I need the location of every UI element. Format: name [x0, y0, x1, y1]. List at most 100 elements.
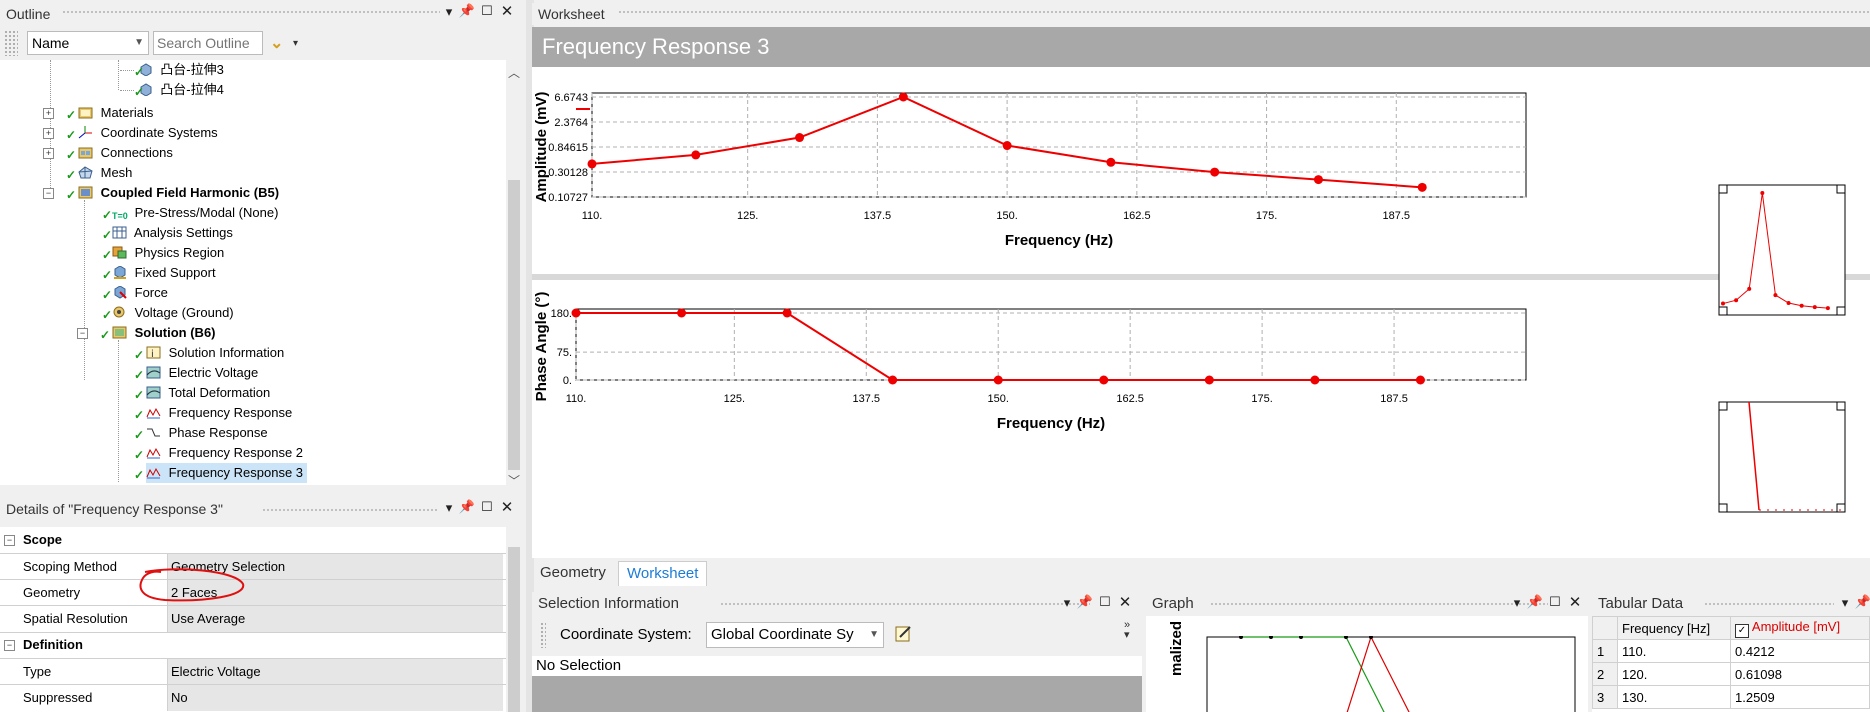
detail-row-type[interactable]: Type Electric Voltage [0, 658, 506, 685]
amplitude-cell[interactable]: 0.61098 [1730, 662, 1870, 686]
tree-item-analysis-settings[interactable]: Analysis Settings [112, 223, 233, 243]
check-box-icon[interactable]: ✓ [1735, 623, 1749, 638]
close-icon[interactable]: ✕ [500, 499, 514, 516]
collapse-icon[interactable]: − [77, 328, 88, 339]
scrollbar-thumb[interactable] [508, 547, 520, 712]
collapse-icon[interactable]: − [4, 535, 15, 546]
outline-grip[interactable] [62, 10, 440, 14]
tree-item-electric-voltage[interactable]: Electric Voltage [146, 363, 258, 383]
filter-dropdown-icon[interactable]: ▾ [293, 38, 299, 49]
tree-item-frequency-response[interactable]: Frequency Response [146, 403, 292, 423]
close-icon[interactable]: ✕ [500, 3, 514, 20]
collapse-icon[interactable]: − [4, 640, 15, 651]
tree-item-frequency-response-2[interactable]: Frequency Response 2 [146, 443, 303, 463]
pin-icon[interactable]: 📌 [458, 499, 476, 514]
toolbar-overflow-icon[interactable]: » ▾ [1124, 619, 1131, 641]
frequency-cell[interactable]: 120. [1617, 662, 1731, 686]
tree-item-boss-extrude-3[interactable]: 凸台-拉伸3 [120, 60, 224, 80]
expand-icon[interactable]: + [43, 108, 54, 119]
check-icon: ✓ [134, 348, 145, 362]
tree-item-physics-region[interactable]: Physics Region [112, 243, 224, 263]
expand-icon[interactable]: + [43, 148, 54, 159]
pin-icon[interactable]: 📌 [1076, 594, 1094, 609]
column-header-amplitude[interactable]: ✓ Amplitude [mV] [1730, 616, 1870, 640]
thumbnail-point [1786, 301, 1791, 306]
detail-value[interactable]: No [168, 685, 503, 711]
tab-geometry[interactable]: Geometry [532, 561, 614, 585]
tree-item-materials[interactable]: Materials [78, 103, 153, 123]
dropdown-arrow-icon[interactable]: ▾ [445, 4, 453, 19]
detail-value[interactable]: Use Average [168, 606, 503, 632]
tree-item-coordinate-systems[interactable]: Coordinate Systems [78, 123, 218, 143]
details-grip[interactable] [262, 508, 438, 512]
tab-worksheet[interactable]: Worksheet [618, 561, 708, 586]
selection-grip[interactable] [720, 602, 1090, 606]
frequency-cell[interactable]: 110. [1617, 639, 1731, 663]
tree-item-boss-extrude-4[interactable]: 凸台-拉伸4 [120, 80, 224, 100]
maximize-icon[interactable]: ☐ [1099, 594, 1111, 609]
table-row[interactable]: 3 130. 1.2509 [1592, 685, 1870, 709]
expand-icon[interactable]: + [43, 128, 54, 139]
pin-icon[interactable]: 📌 [1854, 594, 1870, 609]
details-scrollbar[interactable] [506, 527, 522, 712]
detail-row-suppressed[interactable]: Suppressed No [0, 684, 506, 711]
filter-chevron-icon[interactable]: ⌄ [270, 35, 284, 52]
detail-value[interactable]: Geometry Selection [168, 554, 503, 580]
scrollbar-thumb[interactable] [508, 180, 520, 470]
analysis-icon [78, 185, 93, 199]
name-filter-select[interactable]: Name ▼ [27, 31, 149, 55]
tree-item-force[interactable]: Force [112, 283, 168, 303]
close-icon[interactable]: ✕ [1118, 594, 1132, 611]
column-header-frequency[interactable]: Frequency [Hz] [1617, 616, 1731, 640]
maximize-icon[interactable]: ☐ [481, 3, 493, 18]
details-grid: − Scope Scoping Method Geometry Selectio… [0, 527, 506, 712]
splitter[interactable] [526, 0, 534, 712]
table-row[interactable]: 2 120. 0.61098 [1592, 662, 1870, 686]
detail-value[interactable]: 2 Faces [168, 580, 503, 606]
frequency-cell[interactable]: 130. [1617, 685, 1731, 709]
dropdown-arrow-icon[interactable]: ▾ [1063, 595, 1071, 610]
worksheet-grip[interactable] [618, 10, 1870, 14]
section-header-scope[interactable]: − Scope [0, 527, 506, 553]
amplitude-cell[interactable]: 1.2509 [1730, 685, 1870, 709]
dropdown-arrow-icon[interactable]: ▾ [445, 500, 453, 515]
tree-item-total-deformation[interactable]: Total Deformation [146, 383, 270, 403]
collapse-icon[interactable]: − [43, 188, 54, 199]
graph-grip[interactable] [1210, 602, 1548, 606]
tree-item-solution[interactable]: Solution (B6) [112, 323, 216, 343]
detail-row-scoping-method[interactable]: Scoping Method Geometry Selection [0, 553, 506, 580]
tree-item-mesh[interactable]: Mesh [78, 163, 132, 183]
tabular-grip[interactable] [1704, 602, 1834, 606]
scroll-down-icon[interactable]: ﹀ [508, 474, 521, 488]
tree-item-solution-information[interactable]: i Solution Information [146, 343, 284, 363]
amplitude-cell[interactable]: 0.4212 [1730, 639, 1870, 663]
pin-icon[interactable]: 📌 [458, 3, 476, 18]
detail-row-geometry[interactable]: Geometry 2 Faces [0, 579, 506, 606]
scroll-up-icon[interactable]: ︿ [508, 66, 521, 80]
check-icon: ✓ [134, 468, 145, 482]
table-row[interactable]: 1 110. 0.4212 [1592, 639, 1870, 663]
pin-icon[interactable]: 📌 [1526, 594, 1544, 609]
maximize-icon[interactable]: ☐ [481, 499, 493, 514]
outline-scrollbar[interactable]: ︿ ﹀ [506, 60, 522, 490]
tree-item-voltage-ground[interactable]: Voltage (Ground) [112, 303, 234, 323]
maximize-icon[interactable]: ☐ [1549, 594, 1561, 609]
detail-row-spatial-resolution[interactable]: Spatial Resolution Use Average [0, 605, 506, 633]
coordinate-system-select[interactable]: Global Coordinate Sy ▼ [706, 622, 884, 648]
search-outline-input[interactable] [153, 31, 263, 55]
tree-item-coupled-field-harmonic[interactable]: Coupled Field Harmonic (B5) [78, 183, 279, 203]
tree-item-pre-stress[interactable]: T=0 Pre-Stress/Modal (None) [112, 203, 278, 223]
section-header-definition[interactable]: − Definition [0, 632, 506, 658]
detail-value[interactable]: Electric Voltage [168, 659, 503, 685]
tree-item-frequency-response-3[interactable]: Frequency Response 3 [146, 463, 308, 483]
tree-item-phase-response[interactable]: Phase Response [146, 423, 268, 443]
dropdown-arrow-icon[interactable]: ▾ [1841, 595, 1849, 610]
frequency-response-charts[interactable]: 6.6743 2.3764 0.84615 0.30128 0.10727 110. 125… [532, 67, 1870, 558]
dropdown-arrow-icon[interactable]: ▾ [1513, 595, 1521, 610]
tree-item-fixed-support[interactable]: Fixed Support [112, 263, 216, 283]
graph-canvas[interactable]: malized [1146, 616, 1588, 712]
edit-note-icon[interactable] [892, 623, 914, 645]
tree-item-connections[interactable]: Connections [78, 143, 173, 163]
close-icon[interactable]: ✕ [1568, 594, 1582, 611]
tree-item-label: Electric Voltage [168, 365, 259, 380]
